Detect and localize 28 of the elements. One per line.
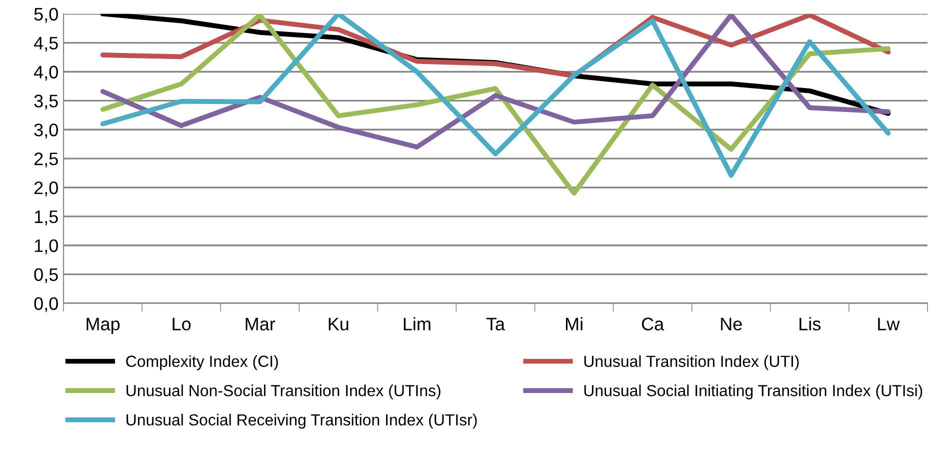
x-tick-label: Map: [86, 318, 120, 334]
y-tick-label: 4,5: [34, 36, 58, 52]
x-tick-label: Ta: [486, 318, 506, 330]
y-tick-label: 0,5: [34, 268, 58, 284]
x-tick-label: Ne: [721, 318, 742, 330]
y-tick-label: 3,5: [34, 94, 58, 110]
y-tick-label: 0,0: [34, 297, 58, 312]
y-tick-label: 1,0: [34, 239, 58, 254]
y-tick-label: 3,0: [34, 124, 58, 138]
x-tick-label: Lo: [172, 318, 191, 330]
y-tick-label: 2,5: [34, 152, 58, 168]
x-tick-label: Lw: [878, 318, 900, 330]
line-series: [100, 14, 891, 150]
x-tick-label: Ku: [328, 318, 348, 330]
y-tick-label: 4,0: [34, 66, 58, 81]
x-tick-label: Mar: [246, 318, 276, 330]
legend-label: Complexity Index (CI): [126, 355, 278, 370]
y-tick-label: 1,5: [34, 210, 58, 226]
x-tick-label: Lim: [404, 317, 430, 330]
legend-label: Unusual Social Receiving Transition Index (UTIsr): [126, 414, 477, 429]
y-tick-label: 5,0: [34, 8, 58, 23]
x-tick-label: Mi: [566, 317, 582, 330]
legend-label: Unusual Transition Index (UTI): [584, 355, 799, 370]
x-tick-label: Ca: [642, 318, 664, 330]
y-tick-label: 2,0: [34, 181, 58, 196]
x-tick-label: Lis: [800, 317, 821, 330]
legend-label: Unusual Social Initiating Transition Index (UTIsi): [584, 384, 922, 400]
legend-label: Unusual Non-Social Transition Index (UTIns): [126, 384, 440, 400]
